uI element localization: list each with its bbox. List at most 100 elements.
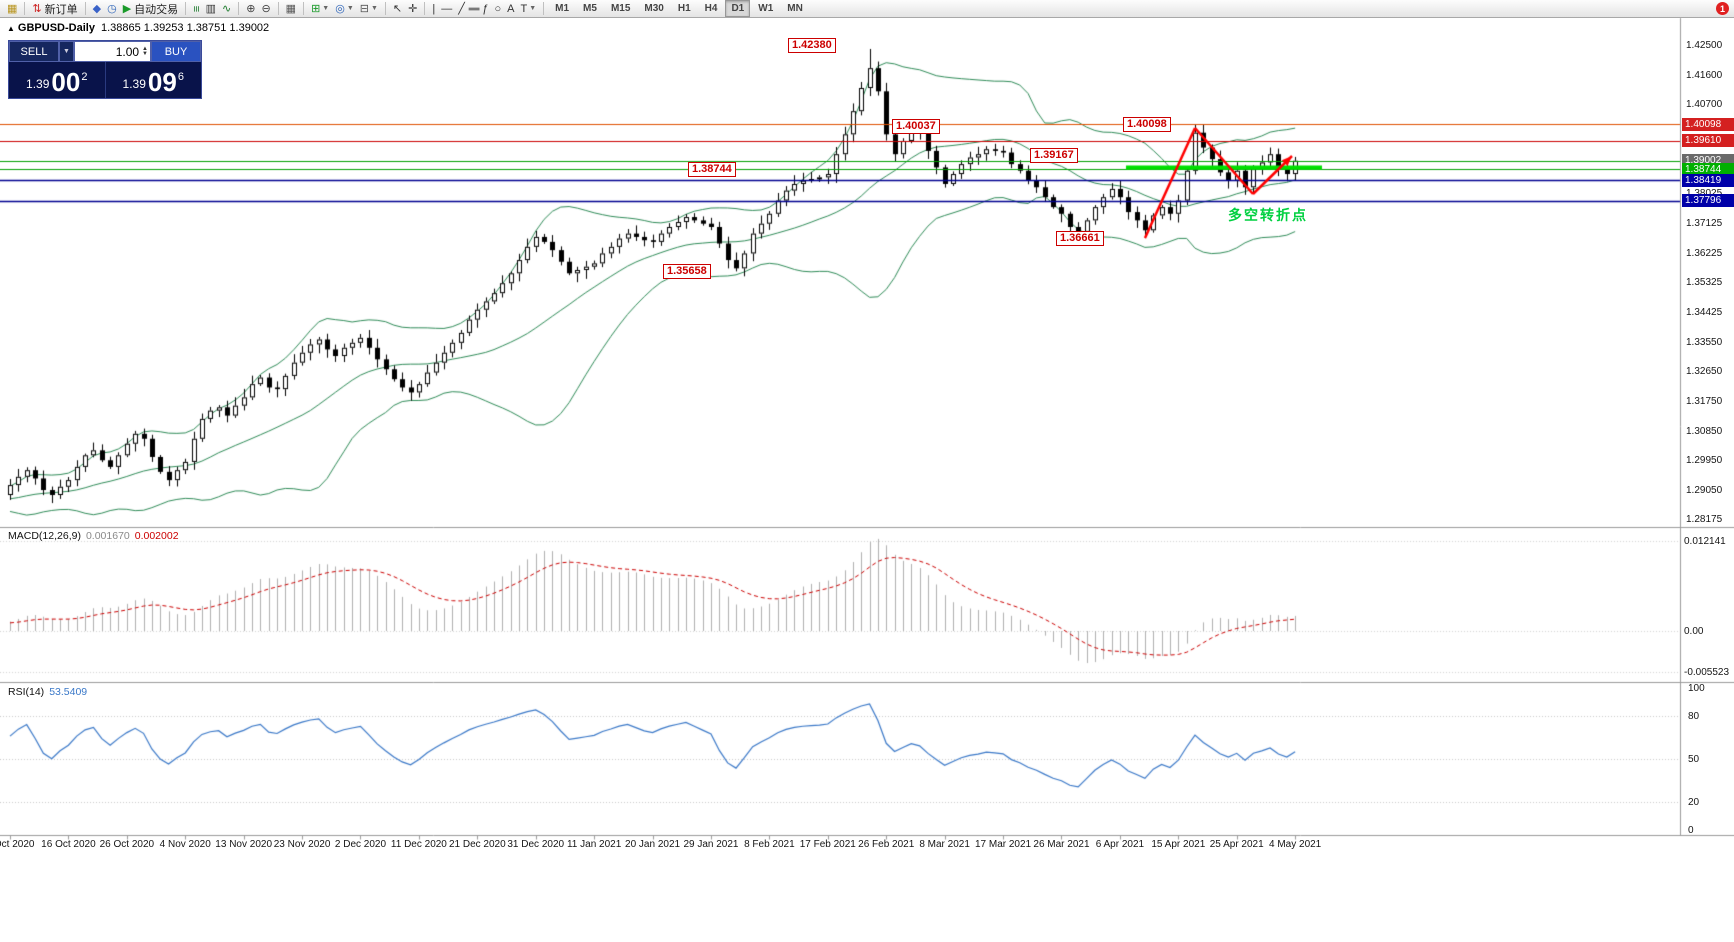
arrows-button[interactable]: T ▼ [517,1,539,17]
fibonacci-icon: ƒ [482,2,489,15]
chevron-down-icon: ▼ [370,5,378,12]
add-indicator-icon: ⊞ [311,2,321,15]
spinner-down-icon[interactable]: ▼ [142,50,148,57]
volume-stepper[interactable]: 1.00 ▲ ▼ [74,41,151,62]
one-click-trading-panel: SELL ▼ 1.00 ▲ ▼ BUY 1.39 00 2 1.39 09 6 [8,40,202,99]
play-icon: ▶ [122,2,132,15]
sell-price-pips: 00 [51,67,81,97]
cycles-button[interactable]: ◎ ▼ [332,1,357,17]
trend-note-text[interactable]: 多空转折点 [1228,207,1308,223]
toolbar-separator [185,2,187,15]
channel-button[interactable]: ∥ [468,1,480,17]
timeframe-m5[interactable]: M5 [583,3,597,14]
history-center-button[interactable]: ◷ [104,1,120,17]
shapes-button[interactable]: ○ [491,1,504,17]
price-annotation[interactable]: 1.38744 [688,162,736,177]
sell-price-head: 1.39 [26,77,50,91]
rsi-label: RSI(14) 53.5409 [8,686,87,698]
horizontal-line-icon: — [441,2,453,15]
cycles-icon: ◎ [335,2,345,15]
toolbar-separator [84,2,86,15]
price-annotation[interactable]: 1.42380 [788,38,836,53]
price-annotation[interactable]: 1.35658 [663,264,711,279]
toolbar-separator [303,2,305,15]
buy-button[interactable]: BUY [151,41,201,62]
volume-spinner[interactable]: ▲ ▼ [142,45,148,57]
line-chart-button[interactable]: ∿ [219,1,234,17]
tile-windows-icon: ▦ [285,2,297,15]
vertical-line-button[interactable]: | [429,1,438,17]
zoom-in-button[interactable]: ⊕ [243,1,258,17]
tile-windows-button[interactable]: ▦ [283,1,299,17]
toolbar-separator [384,2,386,15]
rsi-value: 53.5409 [49,686,88,698]
sell-button[interactable]: SELL [9,41,59,62]
toolbar-separator [424,2,426,15]
timeframe-m1[interactable]: M1 [555,3,570,14]
sell-price[interactable]: 1.39 00 2 [9,62,105,98]
timeframe-h1[interactable]: H1 [677,3,691,14]
price-annotation[interactable]: 1.36661 [1056,231,1104,246]
toolbar-separator [543,2,545,15]
macd-signal-value: 0.002002 [134,530,179,542]
new-order-button[interactable]: ⇅ 新订单 [29,1,80,17]
candlestick-chart-icon: ▥ [205,2,216,15]
buy-price[interactable]: 1.39 09 6 [104,62,202,98]
vertical-line-icon: | [432,2,436,15]
clock-icon: ◷ [107,2,117,15]
chevron-down-icon: ▼ [529,5,537,12]
diamond-icon: ◆ [92,2,102,15]
chart-ohlc: 1.38865 1.39253 1.38751 1.39002 [100,22,270,34]
trade-panel-dropdown[interactable]: ▼ [59,41,74,62]
candlestick-chart-button[interactable]: ▥ [203,1,219,17]
timeframe-d1[interactable]: D1 [725,0,751,17]
timeframe-m30[interactable]: M30 [644,3,664,14]
cursor-icon: ↖ [392,2,403,15]
timeframe-mn[interactable]: MN [787,3,803,14]
autotrade-button-label: 自动交易 [134,3,179,16]
price-annotation[interactable]: 1.40037 [892,119,940,134]
trendline-button[interactable]: ╱ [455,1,468,17]
bar-chart-icon: ≡ [190,5,203,12]
fibonacci-button[interactable]: ƒ [479,1,491,17]
buy-price-point: 6 [177,71,184,83]
chevron-down-icon: ▼ [322,5,330,12]
volume-value[interactable]: 1.00 [115,44,140,59]
add-indicator-button[interactable]: ⊞ ▼ [308,1,332,17]
timeframe-m15[interactable]: M15 [610,3,631,14]
sell-price-point: 2 [81,71,88,83]
macd-label: MACD(12,26,9) 0.001670 0.002002 [8,530,179,542]
zoom-out-button[interactable]: ⊖ [258,1,273,17]
price-annotation[interactable]: 1.40098 [1123,117,1171,132]
templates-icon: ⊟ [359,2,369,15]
crosshair-icon: ✛ [408,2,418,15]
text-icon: A [507,2,515,15]
templates-button[interactable]: ⊟ ▼ [357,1,381,17]
spinner-up-icon[interactable]: ▲ [142,45,148,52]
horizontal-line-button[interactable]: — [438,1,455,17]
cursor-button[interactable]: ↖ [390,1,405,17]
timeframe-w1[interactable]: W1 [758,3,774,14]
symbol-marker-icon: ▲ [7,24,15,33]
buy-price-head: 1.39 [122,77,146,91]
chart-window-icon: ▦ [7,2,18,15]
toolbar-separator [24,2,26,15]
autotrade-button[interactable]: ▶ 自动交易 [120,1,181,17]
buy-price-pips: 09 [147,67,177,97]
notification-badge[interactable]: 1 [1716,2,1729,15]
zoom-out-icon: ⊖ [261,2,271,15]
line-chart-icon: ∿ [222,2,232,15]
top-toolbar: ▦ ⇅ 新订单 ◆ ◷ ▶ 自动交易 ≡ ▥ ∿ ⊕ ⊖ ▦ ⊞ ▼ ◎ ▼ ⊟ ▼ ↖ ✛ | — ╱ ∥ ƒ ○ A T ▼ M1 M5 M… [0,0,1734,18]
price-annotation[interactable]: 1.39167 [1030,148,1078,163]
crosshair-button[interactable]: ✛ [405,1,420,17]
macd-name: MACD(12,26,9) [8,530,81,542]
favorites-button[interactable]: ◆ [90,1,104,17]
trendline-icon: ╱ [458,2,465,15]
timeframe-h4[interactable]: H4 [704,3,718,14]
toolbar-separator [277,2,279,15]
text-button[interactable]: A [504,1,517,17]
bar-chart-button[interactable]: ≡ [190,1,202,17]
macd-value: 0.001670 [85,530,130,542]
chart-window-button[interactable]: ▦ [4,1,20,17]
